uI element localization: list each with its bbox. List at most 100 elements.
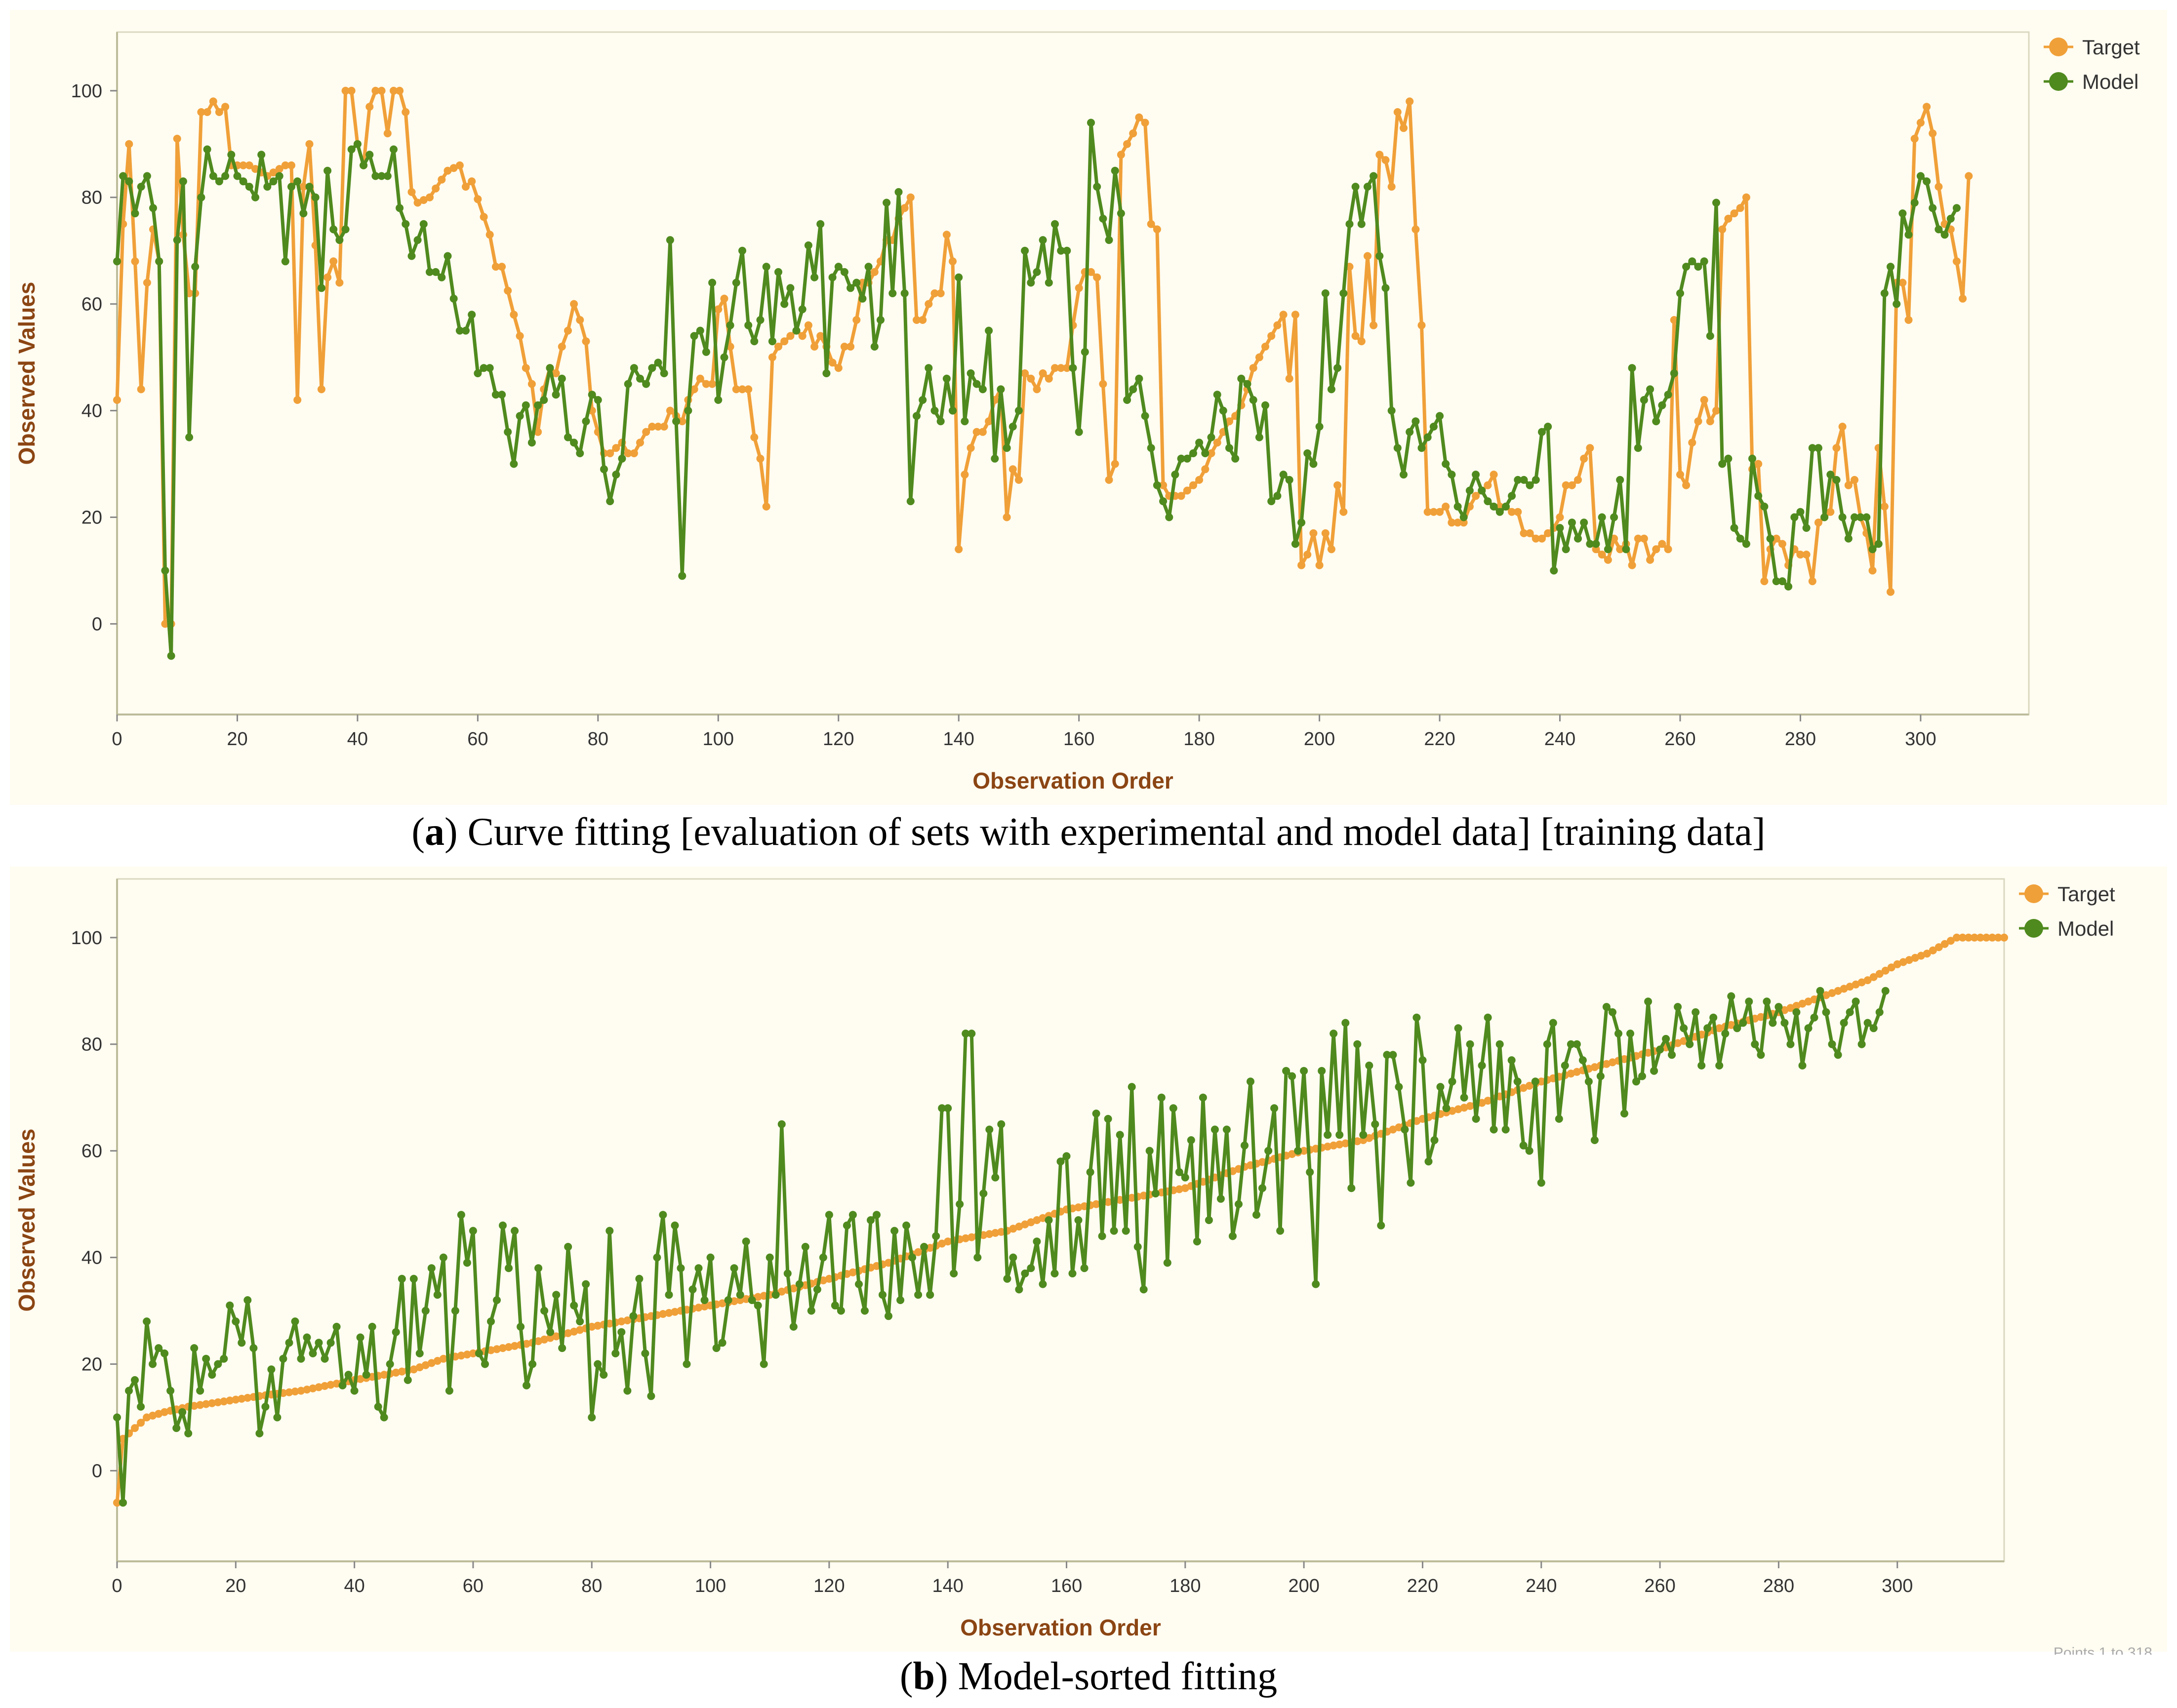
data-point-target: [413, 199, 422, 207]
data-point-target: [1917, 952, 1925, 960]
data-point-model: [1247, 1077, 1254, 1086]
data-point-target: [1828, 989, 1836, 997]
data-point-model: [491, 391, 500, 399]
data-point-model: [1183, 454, 1191, 463]
data-point-model: [1778, 577, 1786, 586]
data-point-target: [570, 300, 578, 308]
data-point-model: [636, 374, 644, 383]
data-point-model: [864, 263, 873, 271]
data-point-target: [1478, 1099, 1486, 1107]
data-point-target: [1863, 976, 1872, 985]
data-point-model: [173, 236, 181, 244]
data-point-target: [1327, 545, 1335, 554]
data-point-model: [570, 438, 578, 447]
data-point-model: [398, 1274, 406, 1283]
data-point-model: [1273, 492, 1282, 500]
x-tick-label: 180: [1183, 729, 1214, 750]
data-point-model: [1556, 524, 1564, 532]
caption-a-text: ) Curve fitting [evaluation of sets with…: [444, 810, 1766, 854]
data-point-target: [1964, 933, 1973, 942]
data-point-target: [762, 502, 770, 511]
legend-label-model: Model: [2082, 70, 2138, 93]
data-point-model: [1424, 1157, 1433, 1166]
data-point-target: [1537, 1077, 1545, 1086]
data-point-target: [1634, 534, 1642, 543]
data-point-target: [786, 332, 795, 340]
data-point-target: [1718, 225, 1727, 234]
data-point-model: [1454, 1024, 1462, 1033]
data-point-model: [267, 1365, 276, 1374]
data-point-target: [944, 1237, 952, 1246]
data-point-model: [1816, 987, 1824, 995]
data-point-model: [1442, 460, 1450, 468]
data-point-model: [1098, 1232, 1106, 1240]
data-point-model: [1330, 1030, 1338, 1038]
data-point-model: [760, 1360, 768, 1368]
data-point-model: [1189, 449, 1197, 457]
data-point-model: [894, 188, 903, 196]
data-point-model: [1766, 534, 1774, 543]
data-point-model: [178, 1408, 187, 1416]
data-point-target: [819, 1276, 827, 1284]
data-point-model: [1751, 1040, 1759, 1048]
data-point-target: [1249, 364, 1257, 372]
data-point-model: [708, 278, 717, 287]
data-point-model: [1715, 1061, 1724, 1070]
data-point-model: [1472, 1114, 1480, 1123]
data-point-target: [1568, 481, 1576, 489]
data-point-model: [1157, 1093, 1166, 1102]
data-point-model: [822, 369, 831, 377]
data-point-target: [678, 417, 686, 426]
data-point-model: [648, 364, 656, 372]
x-tick-label: 260: [1644, 1576, 1675, 1596]
data-point-model: [1929, 204, 1937, 212]
data-point-target: [1448, 518, 1456, 527]
data-point-model: [523, 1381, 531, 1390]
data-point-target: [433, 1357, 442, 1365]
data-point-model: [208, 1371, 216, 1379]
data-point-target: [1670, 316, 1678, 324]
data-point-target: [1730, 209, 1738, 218]
data-point-target: [1742, 193, 1750, 201]
data-point-model: [1255, 433, 1263, 441]
data-point-model: [1810, 1013, 1818, 1022]
data-point-model: [659, 1211, 667, 1219]
data-point-target: [848, 1268, 857, 1276]
data-point-target: [173, 134, 181, 143]
data-point-model: [913, 412, 921, 420]
data-point-model: [702, 348, 710, 356]
data-point-model: [1910, 199, 1919, 207]
data-point-target: [810, 343, 819, 351]
data-point-model: [1634, 444, 1642, 452]
data-point-target: [1640, 534, 1648, 543]
data-point-target: [1128, 1193, 1136, 1202]
data-point-model: [220, 1354, 228, 1363]
data-point-model: [768, 337, 776, 346]
data-point-target: [696, 374, 704, 383]
data-point-model: [197, 193, 205, 201]
x-tick-label: 80: [588, 729, 608, 750]
data-point-target: [402, 108, 410, 116]
data-point-target: [457, 1351, 465, 1360]
data-point-target: [439, 1354, 447, 1363]
data-point-target: [1868, 566, 1877, 575]
data-point-target: [642, 428, 650, 436]
data-point-model: [1193, 1237, 1201, 1246]
data-point-target: [1556, 513, 1564, 521]
data-point-model: [1802, 524, 1811, 532]
data-point-model: [326, 1339, 335, 1347]
data-point-model: [1706, 332, 1714, 340]
data-point-target: [305, 140, 314, 148]
data-point-model: [1514, 476, 1522, 484]
data-point-model: [362, 1371, 370, 1379]
data-point-model: [1359, 1131, 1368, 1139]
data-point-model: [245, 183, 253, 191]
data-point-model: [243, 1296, 252, 1304]
data-point-model: [125, 1387, 133, 1395]
data-point-model: [618, 454, 626, 463]
data-point-target: [1436, 508, 1444, 516]
data-point-model: [1033, 268, 1041, 276]
data-point-model: [1339, 289, 1348, 297]
data-point-model: [1365, 1061, 1373, 1070]
x-axis-title: Observation Order: [972, 768, 1173, 794]
